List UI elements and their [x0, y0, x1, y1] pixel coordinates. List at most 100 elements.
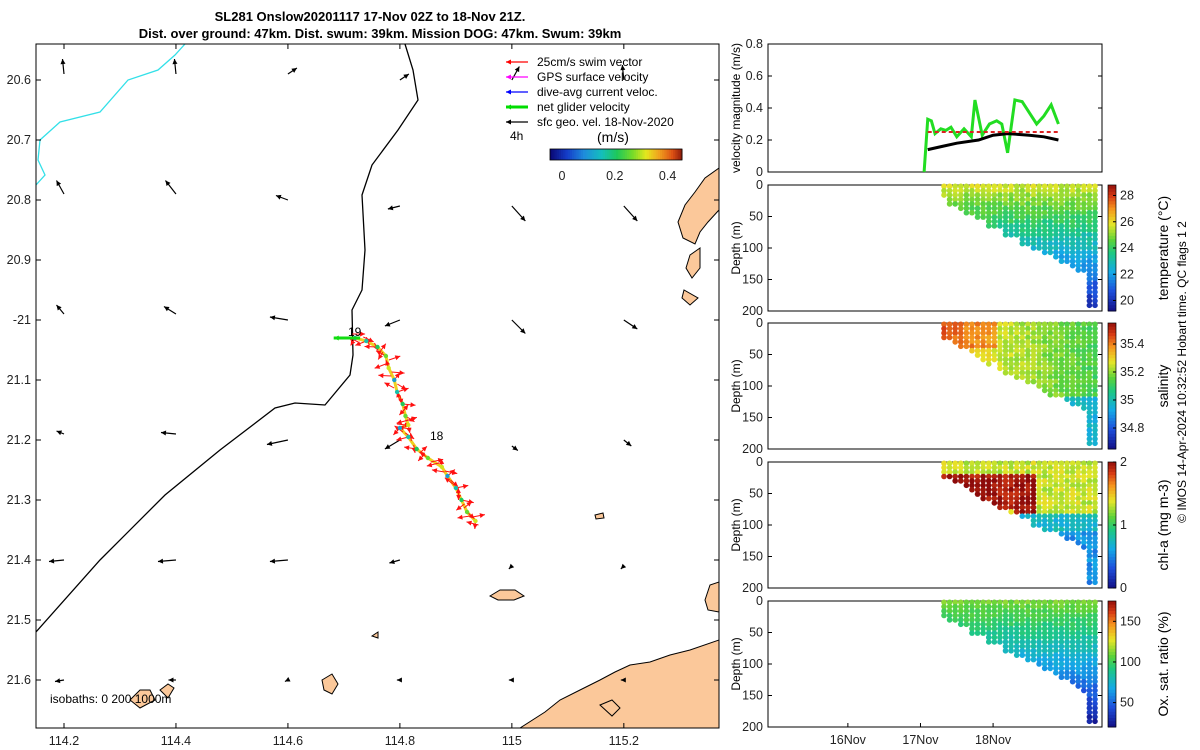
- profile-dot: [1086, 643, 1093, 650]
- section-colorbar-label: chl-a (mg m-3): [1155, 479, 1171, 570]
- profile-dot: [1064, 192, 1070, 198]
- profile-dot: [1069, 240, 1076, 247]
- profile-dot: [1053, 365, 1059, 372]
- profile-dot: [1030, 218, 1037, 225]
- section-colorbar-tick-label: 2: [1120, 455, 1127, 469]
- profile-dot: [1075, 656, 1082, 663]
- section-colorbar-frame: [1107, 322, 1117, 450]
- dive-current-dot: [383, 353, 389, 359]
- profile-dot: [1086, 625, 1093, 632]
- section-colorbar-cell: [1108, 572, 1116, 576]
- section-colorbar-tick-label: 100: [1120, 655, 1141, 669]
- section-colorbar-tick-label: 22: [1120, 267, 1134, 281]
- map-x-tick-label: 115: [502, 734, 522, 748]
- profile-dot: [1069, 608, 1076, 614]
- profile-dot: [1069, 227, 1076, 234]
- profile-dot: [1058, 508, 1065, 515]
- profile-dot: [1008, 630, 1014, 636]
- profile-dot: [1041, 460, 1048, 467]
- profile-dot: [1058, 192, 1065, 198]
- profile-dot: [1075, 508, 1082, 515]
- profile-dot: [1030, 187, 1037, 194]
- profile-dot: [974, 491, 981, 497]
- profile-dot: [991, 500, 998, 506]
- profile-dot: [957, 599, 964, 606]
- profile-dot: [1008, 352, 1014, 358]
- profile-dot: [1058, 347, 1065, 354]
- profile-dot: [1053, 495, 1059, 502]
- profile-dot: [1025, 218, 1031, 225]
- profile-dot: [1081, 365, 1087, 372]
- profile-dot: [980, 356, 986, 363]
- profile-dot: [1092, 240, 1098, 247]
- section-y-tick-label: 0: [756, 178, 763, 192]
- section-y-tick-label: 50: [749, 210, 763, 224]
- section-colorbar-cell: [1108, 584, 1116, 589]
- profile-dot: [1086, 187, 1093, 194]
- profile-dot: [974, 469, 981, 475]
- profile-dot: [957, 478, 964, 484]
- profile-dot: [946, 196, 953, 203]
- section-colorbar-cell: [1108, 534, 1116, 539]
- profile-dot: [963, 612, 970, 619]
- profile-dot: [1086, 352, 1093, 358]
- section-colorbar-cell: [1108, 216, 1116, 221]
- profile-dot: [1081, 223, 1087, 229]
- profile-dot: [969, 599, 975, 606]
- profile-dot: [1036, 383, 1042, 389]
- profile-dot: [1081, 231, 1087, 238]
- profile-dot: [1064, 378, 1070, 385]
- profile-dot: [946, 617, 953, 623]
- section-colorbar-cell: [1108, 194, 1116, 199]
- profile-dot: [1047, 231, 1054, 238]
- profile-dot: [1058, 334, 1065, 341]
- profile-dot: [969, 603, 975, 610]
- profile-dot: [1092, 517, 1098, 524]
- profile-dot: [1081, 495, 1087, 502]
- profile-dot: [963, 334, 970, 341]
- profile-dot: [1047, 603, 1054, 610]
- profile-dot: [1075, 670, 1082, 676]
- swim-vector-arrow-head: [439, 459, 445, 465]
- profile-dot: [1086, 361, 1093, 367]
- profile-dot: [1013, 634, 1020, 641]
- section-colorbar-cell: [1108, 260, 1116, 265]
- profile-dot: [1069, 513, 1076, 519]
- profile-dot: [957, 196, 964, 203]
- profile-dot: [1002, 330, 1009, 336]
- profile-dot: [1092, 656, 1098, 663]
- profile-dot: [1092, 464, 1098, 471]
- section-colorbar-cell: [1108, 225, 1116, 230]
- profile-dot: [1086, 330, 1093, 336]
- profile-dot: [980, 482, 986, 489]
- map-y-tick-label: -21: [13, 313, 31, 327]
- profile-dot: [1092, 427, 1098, 433]
- colorbar-cell: [671, 149, 674, 160]
- section-colorbar-cell: [1108, 601, 1116, 605]
- profile-dot: [1047, 473, 1054, 480]
- section-colorbar-cell: [1108, 241, 1116, 246]
- profile-dot: [985, 634, 992, 641]
- profile-dot: [1064, 201, 1070, 207]
- profile-dot: [1019, 612, 1026, 619]
- profile-dot: [1058, 486, 1065, 493]
- profile-dot: [1002, 643, 1009, 650]
- profile-dot: [985, 625, 992, 632]
- profile-dot: [1086, 236, 1093, 242]
- profile-dot: [1002, 369, 1009, 376]
- profile-dot: [1092, 431, 1098, 438]
- profile-dot: [1041, 374, 1048, 380]
- profile-dot: [1036, 478, 1042, 484]
- profile-dot: [1053, 201, 1059, 207]
- profile-dot: [1092, 271, 1098, 278]
- profile-dot: [1019, 201, 1026, 207]
- profile-dot: [1069, 374, 1076, 380]
- section-colorbar-cell: [1108, 543, 1116, 548]
- profile-dot: [1036, 473, 1042, 480]
- profile-dot: [1086, 500, 1093, 506]
- profile-dot: [1064, 617, 1070, 623]
- profile-dot: [1058, 365, 1065, 372]
- profile-dot: [969, 621, 975, 628]
- section-colorbar-cell: [1108, 657, 1116, 662]
- swim-vector-arrow-head: [419, 451, 426, 457]
